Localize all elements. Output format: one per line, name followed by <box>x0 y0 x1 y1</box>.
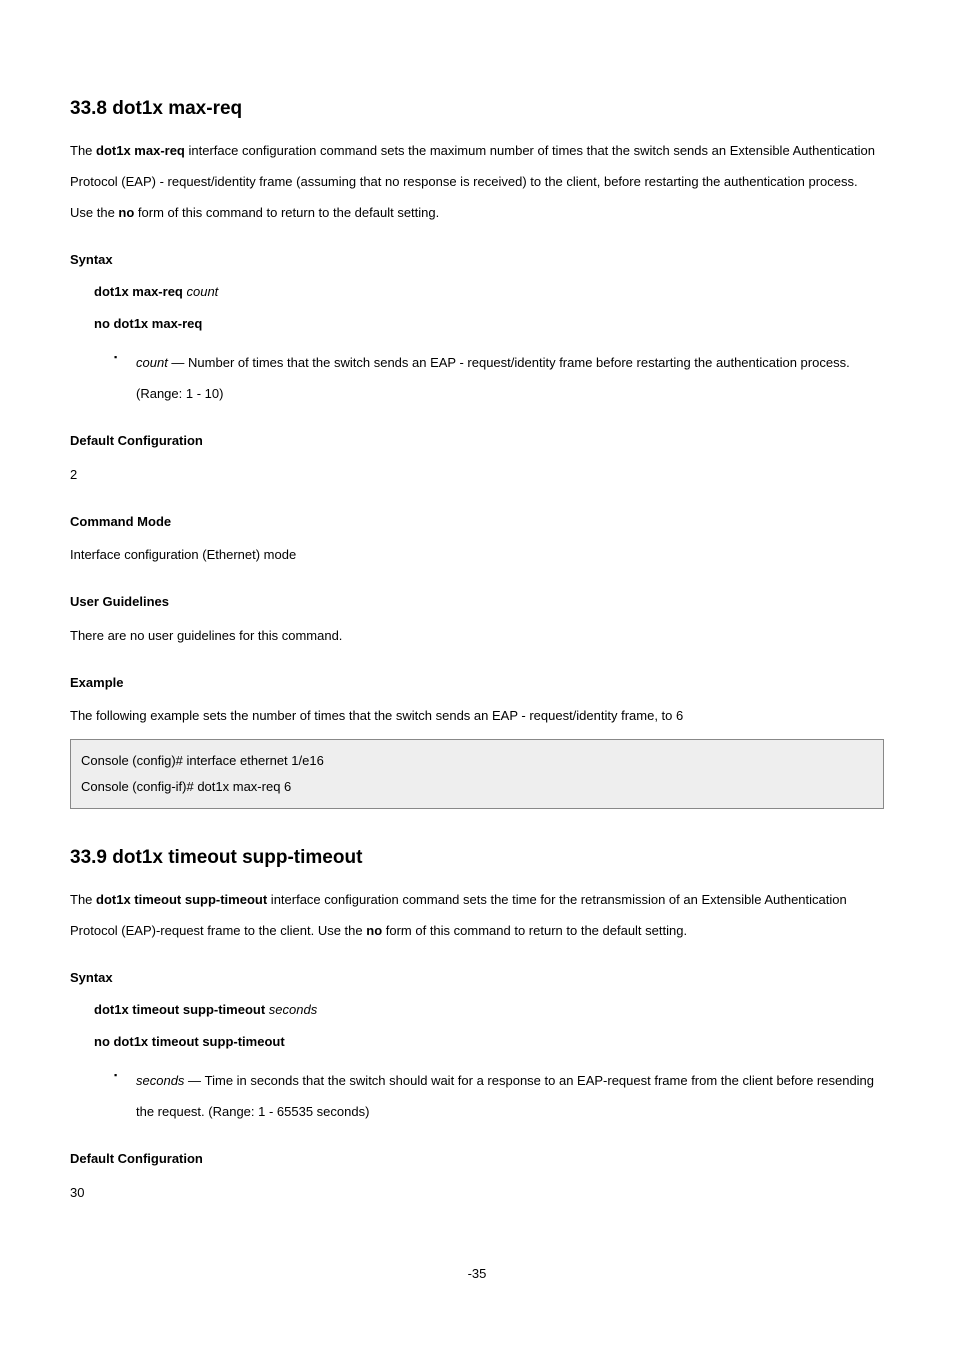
intro-cmd-1: dot1x max-req <box>96 143 185 158</box>
default-text-1: 2 <box>70 459 884 490</box>
example-head-1: Example <box>70 671 884 694</box>
code-box-1: Console (config)# interface ethernet 1/e… <box>70 739 884 809</box>
param-name: count — <box>136 355 188 370</box>
intro-cmd-2: dot1x timeout supp-timeout <box>96 892 267 907</box>
guide-head-1: User Guidelines <box>70 590 884 613</box>
param-desc: Number of times that the switch sends an… <box>136 355 850 401</box>
intro-text: The <box>70 892 96 907</box>
section-title-2: 33.9 dot1x timeout supp-timeout <box>70 845 884 872</box>
param-item: count — Number of times that the switch … <box>114 347 884 409</box>
param-name: seconds — <box>136 1073 205 1088</box>
syntax-line-2a: dot1x timeout supp-timeout seconds <box>70 996 884 1025</box>
page-number: -35 <box>70 1258 884 1289</box>
section-title-1: 33.8 dot1x max-req <box>70 96 884 123</box>
syntax-line-1a: dot1x max-req count <box>70 278 884 307</box>
param-list-2: seconds — Time in seconds that the switc… <box>70 1065 884 1127</box>
syntax-cmd: no dot1x max-req <box>94 316 202 331</box>
intro-no: no <box>366 923 382 938</box>
intro-paragraph-2: The dot1x timeout supp-timeout interface… <box>70 884 884 946</box>
intro-text: The <box>70 143 96 158</box>
mode-text-1: Interface configuration (Ethernet) mode <box>70 539 884 570</box>
mode-head-1: Command Mode <box>70 510 884 533</box>
syntax-line-1b: no dot1x max-req <box>70 310 884 339</box>
intro-no: no <box>118 205 134 220</box>
param-list-1: count — Number of times that the switch … <box>70 347 884 409</box>
syntax-cmd: dot1x timeout supp-timeout <box>94 1002 269 1017</box>
default-text-2: 30 <box>70 1177 884 1208</box>
syntax-cmd: no dot1x timeout supp-timeout <box>94 1034 285 1049</box>
default-head-1: Default Configuration <box>70 429 884 452</box>
syntax-line-2b: no dot1x timeout supp-timeout <box>70 1028 884 1057</box>
syntax-param: count <box>186 284 218 299</box>
syntax-param: seconds <box>269 1002 317 1017</box>
intro-text: form of this command to return to the de… <box>382 923 687 938</box>
example-text-1: The following example sets the number of… <box>70 700 884 731</box>
syntax-head-1: Syntax <box>70 248 884 271</box>
syntax-cmd: dot1x max-req <box>94 284 186 299</box>
intro-paragraph-1: The dot1x max-req interface configuratio… <box>70 135 884 229</box>
syntax-head-2: Syntax <box>70 966 884 989</box>
intro-text: form of this command to return to the de… <box>134 205 439 220</box>
guide-text-1: There are no user guidelines for this co… <box>70 620 884 651</box>
param-desc: Time in seconds that the switch should w… <box>136 1073 874 1119</box>
param-item: seconds — Time in seconds that the switc… <box>114 1065 884 1127</box>
default-head-2: Default Configuration <box>70 1147 884 1170</box>
code-line: Console (config-if)# dot1x max-req 6 <box>81 774 873 800</box>
code-line: Console (config)# interface ethernet 1/e… <box>81 748 873 774</box>
